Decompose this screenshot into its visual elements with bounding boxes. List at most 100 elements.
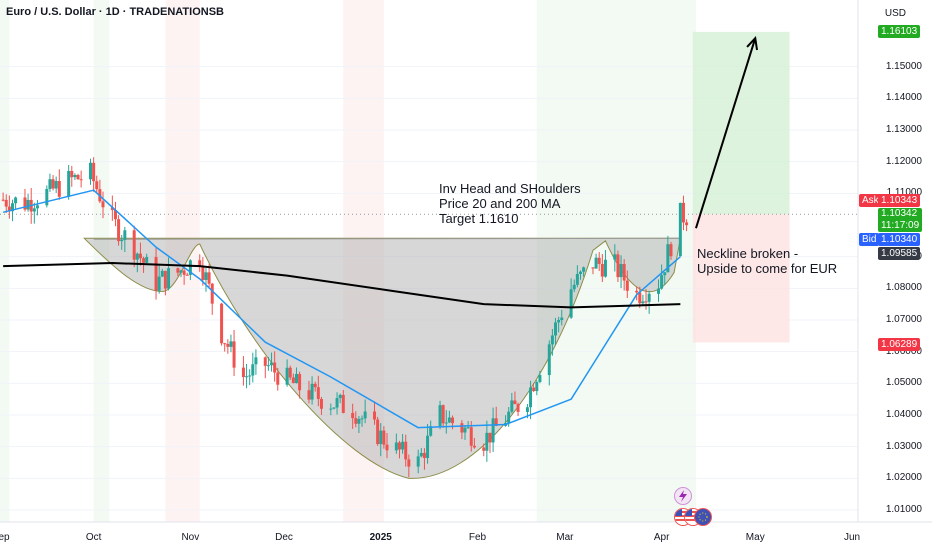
candle-body [70, 170, 74, 178]
candle-body [207, 272, 211, 284]
candle-body [229, 341, 233, 347]
candle-body [135, 253, 139, 260]
candle-body [288, 367, 292, 378]
candle-body [73, 174, 77, 178]
candle-body [401, 441, 405, 450]
candle-body [89, 162, 93, 180]
candle-body [167, 268, 171, 289]
candle-body [245, 376, 249, 378]
candle-body [441, 405, 445, 424]
candle-body [182, 270, 186, 275]
target-arrow-line [695, 37, 757, 229]
candle-body [220, 303, 224, 344]
candle-body [10, 203, 14, 212]
position-zones [0, 31, 858, 343]
symbol-title[interactable]: Euro / U.S. Dollar · 1D · TRADENATIONSB [6, 6, 224, 18]
candle-body [138, 253, 142, 259]
candle-body [513, 400, 517, 405]
candle-body [310, 383, 314, 400]
time-tick-label: Dec [275, 532, 293, 543]
candle-body [397, 442, 401, 450]
candle-body [226, 343, 230, 347]
candle-body [591, 267, 595, 269]
stop-price-tag: 1.06289 [878, 338, 921, 351]
candle-body [507, 411, 511, 423]
candle-body [560, 317, 564, 320]
candle-body [660, 275, 664, 289]
candle-body [535, 381, 539, 392]
candle-body [117, 219, 121, 242]
candle-body [145, 257, 149, 263]
candle-body [681, 202, 685, 223]
candle-body [472, 445, 476, 448]
candle-body [644, 301, 648, 303]
candle-body [101, 201, 105, 208]
candle-body [360, 418, 364, 420]
candle-body [485, 432, 489, 451]
candle-body [578, 271, 582, 274]
candle-body [419, 452, 423, 457]
candle-body [154, 257, 158, 291]
candle-body [157, 276, 161, 291]
setup-annotation[interactable]: Inv Head and SHoulders Price 20 and 200 … [439, 181, 581, 226]
candle-body [494, 418, 498, 426]
candle-body [332, 407, 336, 409]
candle-body [23, 197, 27, 210]
candle-body [460, 423, 464, 433]
candle-body [641, 301, 645, 304]
candle-body [223, 343, 227, 345]
candle-body [79, 179, 83, 181]
candle-body [210, 283, 214, 304]
candle-body [354, 418, 358, 424]
annotation-line: Target 1.1610 [439, 211, 519, 226]
neckline-line [93, 237, 681, 240]
candle-body [635, 290, 639, 293]
candle-body [185, 274, 189, 276]
candle-body [663, 272, 667, 276]
price-tick-label: 1.08000 [885, 282, 922, 294]
breakout-annotation[interactable]: Neckline broken - Upside to come for EUR [697, 246, 837, 276]
candle-body [251, 364, 255, 376]
candle-body [373, 411, 377, 420]
candle-body [529, 387, 533, 408]
candle-body [263, 357, 267, 366]
candle-body [582, 267, 586, 272]
candle-body [600, 263, 604, 277]
candle-body [404, 441, 408, 460]
candle-body [416, 456, 420, 467]
annotation-line: Neckline broken - [697, 246, 799, 261]
time-tick-label: ep [0, 532, 10, 543]
last-price: 1.10342 [881, 208, 918, 219]
candle-body [491, 418, 495, 443]
time-tick-label: Nov [181, 532, 200, 543]
candle-body [647, 293, 651, 302]
bar-countdown: 11:17:09 [881, 220, 920, 231]
candle-body [113, 209, 117, 220]
price-tick-label: 1.07000 [885, 314, 922, 325]
candle-body [451, 417, 455, 424]
candle-body [232, 341, 236, 368]
candle-body [54, 180, 58, 189]
candle-body [657, 288, 661, 294]
candle-body [338, 394, 342, 399]
candle-body [616, 254, 620, 278]
stop-zone [692, 214, 790, 343]
candle-body [603, 259, 607, 277]
currency-label[interactable]: USD [884, 8, 906, 19]
candle-body [516, 404, 520, 412]
candle-body [163, 270, 167, 289]
candle-body [241, 367, 245, 378]
annotation-line: Price 20 and 200 MA [439, 196, 561, 211]
ask-price-tag: 1.10343 [878, 194, 921, 207]
candle-body [463, 427, 467, 433]
price-tick-label: 1.06000 [885, 345, 922, 357]
lightning-icon[interactable] [674, 487, 692, 505]
candle-body [569, 289, 573, 318]
target-price-tag: 1.16103 [878, 25, 921, 38]
time-tick-label: Oct [85, 532, 102, 543]
candle-body [291, 377, 295, 384]
eu-flag-icon[interactable] [694, 508, 712, 526]
candle-body [482, 447, 486, 451]
candle-body [597, 257, 601, 264]
